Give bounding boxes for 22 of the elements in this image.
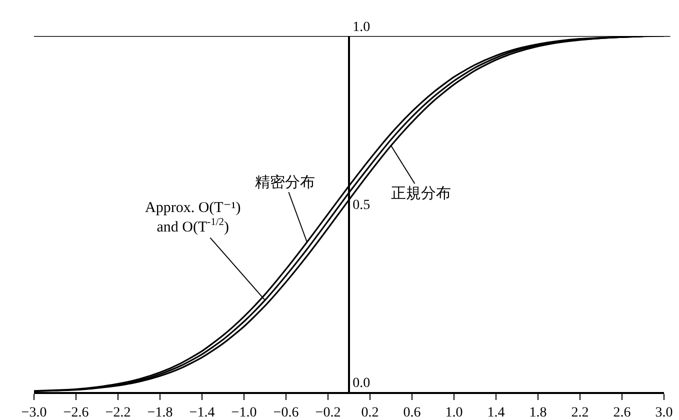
x-tick-label: 2.2	[571, 406, 589, 420]
x-tick-label: −0.2	[315, 406, 341, 420]
annotation: 精密分布	[255, 174, 315, 191]
x-tick-label: −0.6	[273, 406, 299, 420]
y-tick-label: 0.5	[352, 198, 370, 214]
x-tick-label: 0.2	[361, 406, 379, 420]
x-tick-label: −1.0	[231, 406, 257, 420]
annotation: 正規分布	[391, 185, 451, 202]
x-tick-label: −2.2	[105, 406, 131, 420]
x-tick-label: 2.6	[613, 406, 631, 420]
x-tick-label: −2.6	[63, 406, 89, 420]
x-tick-label: 1.8	[529, 406, 547, 420]
x-tick-label: 0.6	[403, 406, 421, 420]
x-tick-label: 1.4	[487, 406, 505, 420]
x-tick-label: −3.0	[21, 406, 47, 420]
x-tick-label: −1.4	[189, 406, 215, 420]
annotation: Approx. O(T⁻¹) and O(T$^{-1/2}$)	[145, 200, 241, 236]
x-tick-label: 3.0	[655, 406, 673, 420]
x-tick-label: 1.0	[445, 406, 463, 420]
x-tick-label: −1.8	[147, 406, 173, 420]
y-tick-label: 0.0	[352, 376, 370, 392]
y-tick-label: 1.0	[352, 20, 370, 36]
